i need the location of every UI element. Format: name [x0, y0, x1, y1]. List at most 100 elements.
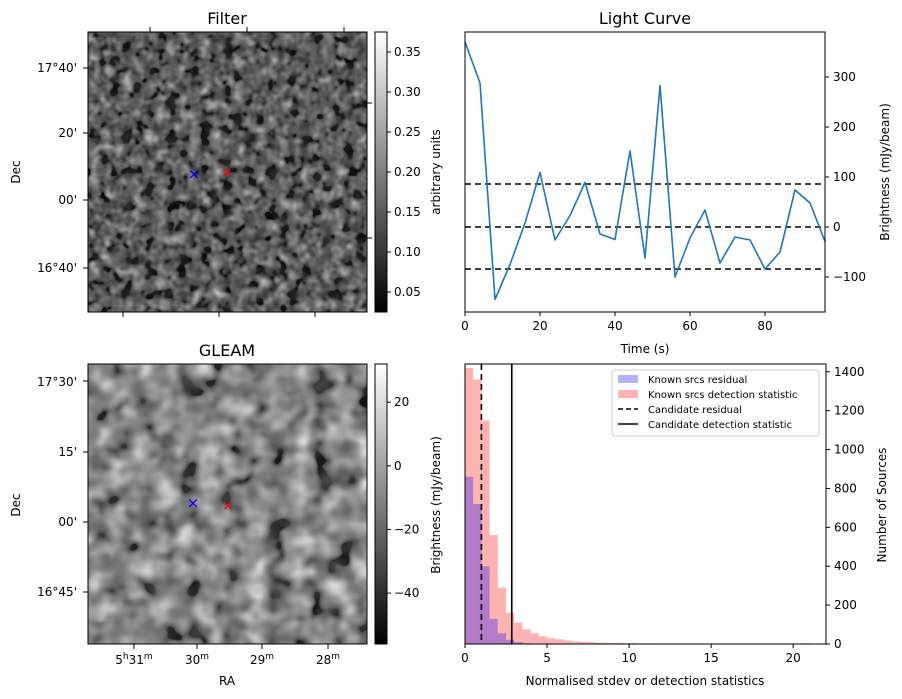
- gleam-xlabel: RA: [219, 674, 236, 688]
- histogram-bar: [588, 642, 597, 644]
- colorbar-tick-label: 0.05: [394, 285, 421, 299]
- histogram-bar: [506, 639, 515, 644]
- histogram-bar: [481, 566, 490, 644]
- gleam-frame: [87, 363, 368, 645]
- ytick-label: 1000: [834, 443, 865, 457]
- filter-ytick-label: 17°40': [37, 61, 77, 75]
- colorbar-tick-label: 0.15: [394, 205, 421, 219]
- gleam-ylabel: Dec: [9, 493, 23, 516]
- xtick-label: 60: [682, 319, 697, 333]
- ytick-label: 300: [833, 70, 856, 84]
- xtick-label: 80: [757, 319, 772, 333]
- gleam-ytick-label: 00': [58, 515, 77, 529]
- filter-ytick-label: 00': [58, 193, 77, 207]
- colorbar-tick-label: 0.30: [394, 85, 421, 99]
- legend-swatch-detection: [618, 390, 638, 398]
- histogram-bar: [563, 640, 572, 644]
- gleam-colorbar-ticks: 20 0 −20 −40: [387, 395, 419, 600]
- gleam-xtick-label: 29m: [250, 652, 274, 667]
- red-cross-marker: ×: [222, 498, 234, 514]
- filter-colorbar-ticks: 0.35 0.30 0.25 0.20 0.15 0.10 0.05: [387, 45, 421, 299]
- legend-label: Known srcs residual: [648, 375, 747, 386]
- light-curve-title: Light Curve: [599, 9, 691, 28]
- histogram-xlabel: Normalised stdev or detection statistics: [526, 674, 765, 688]
- gleam-ytick-label: 16°45': [37, 585, 77, 599]
- colorbar-tick-label: 0.10: [394, 245, 421, 259]
- colorbar-tick-label: −20: [394, 522, 419, 536]
- histogram-bar: [465, 476, 474, 644]
- histogram-candidate-lines: [480, 364, 513, 644]
- light-curve-ylabel: Brightness (mJy/beam): [878, 103, 892, 241]
- xtick-label: 20: [786, 651, 801, 665]
- light-curve-panel: Light Curve 0 20 40 60 80 −100 0 100 200 300 Tim…: [461, 9, 892, 356]
- gleam-image: [88, 364, 367, 644]
- ytick-label: 100: [833, 170, 856, 184]
- histogram-bar: [596, 642, 605, 644]
- histogram-detection-statistic-bars: [465, 367, 818, 644]
- light-curve-xlabel: Time (s): [620, 342, 670, 356]
- ytick-label: −100: [833, 270, 866, 284]
- ytick-label: 400: [834, 559, 857, 573]
- histogram-bar: [538, 636, 548, 644]
- histogram-bar: [571, 641, 580, 644]
- legend-label: Candidate residual: [648, 405, 742, 416]
- histogram-bar: [489, 618, 498, 644]
- histogram-bar: [497, 633, 507, 644]
- light-curve-xticks: 0 20 40 60 80: [461, 312, 773, 333]
- xtick-label: 0: [461, 651, 469, 665]
- gleam-panel: GLEAM 17°30' 15' 00' 16°45' Dec 5h31m 30…: [9, 341, 443, 688]
- histogram-bar: [522, 629, 531, 644]
- histogram-bar: [547, 638, 556, 644]
- filter-frame-ticks: [83, 27, 372, 317]
- light-curve-frame: [464, 31, 826, 313]
- colorbar-tick-label: 0.35: [394, 45, 421, 59]
- ytick-label: 0: [834, 637, 842, 651]
- filter-colorbar-label: arbitrary units: [429, 129, 443, 215]
- xtick-label: 5: [543, 651, 551, 665]
- histogram-bar: [506, 612, 515, 644]
- gleam-xtick-label: 30m: [185, 652, 209, 667]
- filter-frame: [87, 31, 368, 313]
- filter-ytick-label: 16°40': [37, 261, 77, 275]
- histogram-bar: [481, 420, 490, 644]
- gleam-colorbar-label: Brightness (mJy/beam): [429, 436, 443, 574]
- filter-ytick-label: 20': [58, 126, 77, 140]
- histogram-xticks: 0 5 10 15 20: [461, 644, 801, 665]
- legend-box: [611, 369, 820, 437]
- xtick-label: 20: [532, 319, 547, 333]
- histogram-bar: [497, 587, 507, 644]
- gleam-xtick-label: 5h31m: [115, 652, 152, 667]
- gleam-xtick-label: 28m: [316, 652, 340, 667]
- histogram-bar: [514, 642, 523, 644]
- filter-ylabel: Dec: [9, 160, 23, 183]
- gleam-frame-ticks: [83, 380, 329, 649]
- histogram-frame: [464, 363, 827, 645]
- histogram-panel: 0 5 10 15 20 0 200 400 600 800 1000 1200 1400 Norma…: [461, 363, 889, 688]
- filter-image: [88, 32, 367, 312]
- histogram-bar: [604, 642, 613, 644]
- red-cross-marker: ×: [221, 165, 233, 181]
- colorbar-tick-label: −40: [394, 586, 419, 600]
- xtick-label: 10: [621, 651, 636, 665]
- gleam-colorbar: [375, 364, 387, 644]
- light-curve-yticks: −100 0 100 200 300: [825, 70, 866, 284]
- gleam-ytick-label: 17°30': [37, 375, 77, 389]
- colorbar-tick-label: 0.20: [394, 165, 421, 179]
- histogram-yticks: 0 200 400 600 800 1000 1200 1400: [826, 365, 865, 651]
- light-curve-series-line: [464, 41, 826, 301]
- histogram-bar: [465, 367, 474, 644]
- ytick-label: 200: [833, 120, 856, 134]
- blue-cross-marker: ×: [187, 494, 200, 512]
- histogram-bar: [473, 379, 482, 644]
- xtick-label: 15: [703, 651, 718, 665]
- histogram-bar: [489, 535, 498, 644]
- histogram-legend: Known srcs residual Known srcs detection…: [611, 369, 820, 437]
- colorbar-tick-label: 0.25: [394, 125, 421, 139]
- ytick-label: 200: [834, 598, 857, 612]
- gleam-ytick-label: 15': [58, 445, 77, 459]
- histogram-ylabel: Number of Sources: [875, 448, 889, 563]
- ytick-label: 1200: [834, 404, 865, 418]
- xtick-label: 40: [607, 319, 622, 333]
- ytick-label: 600: [834, 520, 857, 534]
